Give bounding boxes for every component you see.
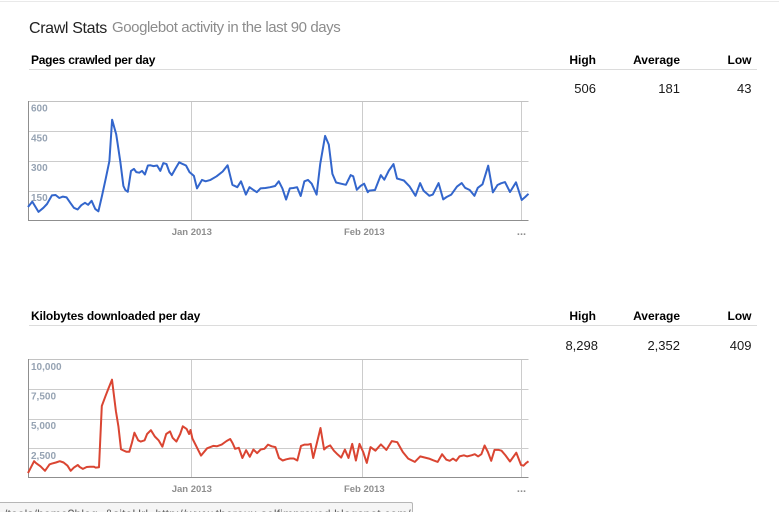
svg-text:2,500: 2,500: [31, 451, 56, 462]
svg-text:...: ...: [517, 226, 526, 238]
svg-text:Jan 2013: Jan 2013: [172, 484, 212, 495]
svg-text:300: 300: [31, 163, 48, 174]
svg-text:Feb 2013: Feb 2013: [344, 227, 385, 238]
svg-text:10,000: 10,000: [31, 362, 62, 373]
svg-text:Feb 2013: Feb 2013: [344, 484, 385, 495]
svg-text:Jan 2013: Jan 2013: [172, 227, 212, 238]
svg-text:150: 150: [31, 193, 48, 204]
svg-text:5,000: 5,000: [31, 421, 56, 432]
svg-text:600: 600: [31, 104, 48, 115]
svg-text:...: ...: [517, 483, 526, 495]
svg-text:450: 450: [31, 133, 48, 144]
svg-text:7,500: 7,500: [31, 392, 56, 403]
